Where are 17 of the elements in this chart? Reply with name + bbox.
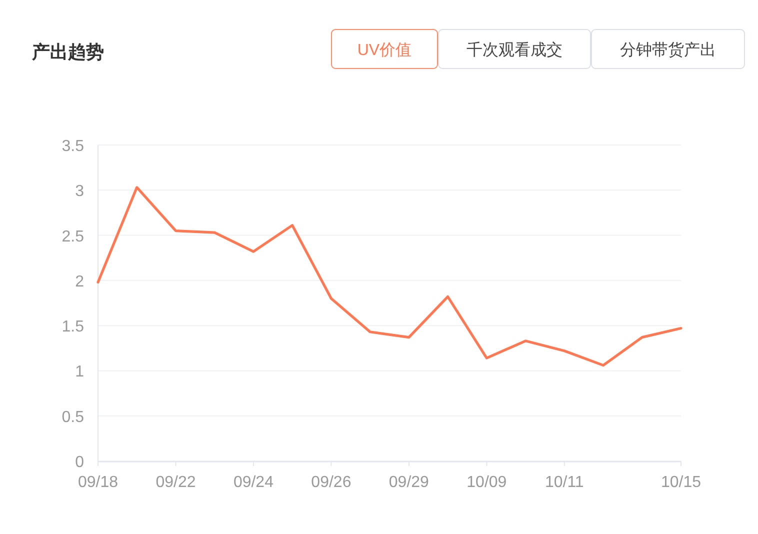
title: 产出趋势: [32, 42, 104, 62]
xtick: 09/24: [233, 474, 274, 491]
xtick: 09/22: [156, 474, 196, 491]
xtick: 09/18: [78, 474, 118, 491]
ytick: 1.5: [62, 318, 84, 336]
xtick: 10/15: [660, 474, 702, 491]
ytick: 2: [75, 273, 84, 290]
ytick: 0: [75, 454, 84, 471]
ytick: 3: [75, 183, 84, 200]
ytick: 0.5: [62, 408, 84, 426]
ytick: 2.5: [62, 228, 84, 246]
xtick: 10/11: [544, 474, 584, 491]
xtick: 10/09: [466, 474, 507, 491]
ytick: 3.5: [62, 138, 84, 155]
xtick: 09/26: [311, 474, 352, 491]
xtick: 09/29: [388, 474, 429, 491]
ytick: 1: [75, 364, 84, 381]
